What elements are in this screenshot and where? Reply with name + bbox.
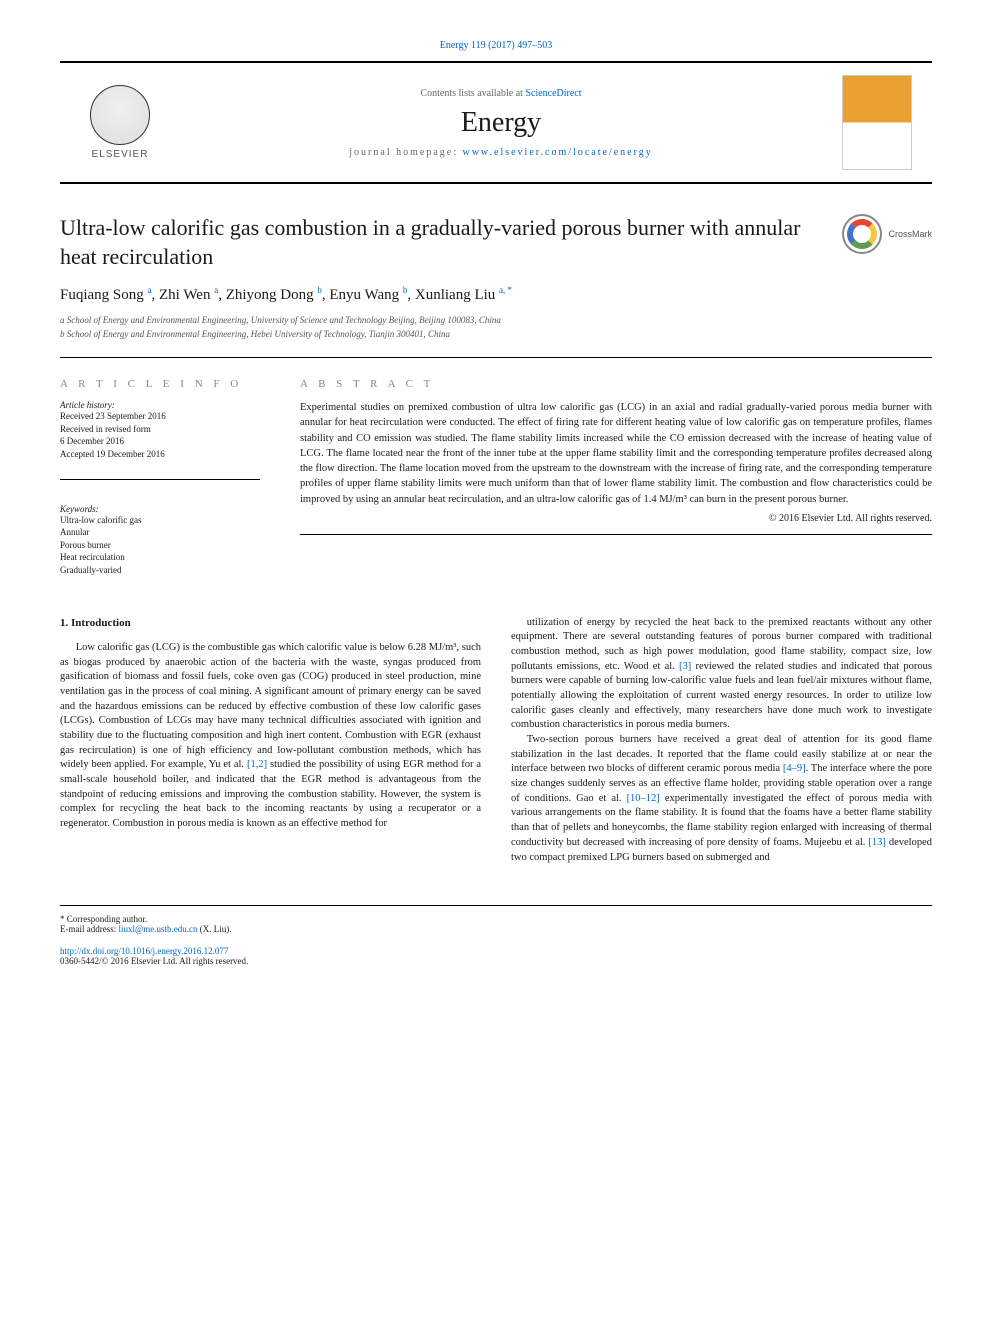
affiliation-a: a School of Energy and Environmental Eng… bbox=[60, 314, 932, 328]
publisher-label: ELSEVIER bbox=[92, 149, 149, 160]
journal-header: ELSEVIER Contents lists available at Sci… bbox=[60, 61, 932, 184]
history-item: 6 December 2016 bbox=[60, 435, 260, 448]
journal-name: Energy bbox=[180, 107, 822, 139]
history-item: Received in revised form bbox=[60, 423, 260, 436]
citation-line: Energy 119 (2017) 497–503 bbox=[60, 40, 932, 51]
elsevier-tree-icon bbox=[90, 85, 150, 145]
authors-line: Fuqiang Song a, Zhi Wen a, Zhiyong Dong … bbox=[60, 285, 932, 304]
history-item: Received 23 September 2016 bbox=[60, 410, 260, 423]
publisher-logo: ELSEVIER bbox=[80, 78, 160, 168]
contents-prefix: Contents lists available at bbox=[420, 88, 525, 99]
article-info-label: A R T I C L E I N F O bbox=[60, 378, 260, 390]
divider bbox=[60, 479, 260, 480]
body-paragraph: Low calorific gas (LCG) is the combustib… bbox=[60, 641, 481, 832]
affiliation-b: b School of Energy and Environmental Eng… bbox=[60, 328, 932, 342]
email-name: (X. Liu). bbox=[198, 924, 232, 934]
history-items: Received 23 September 2016 Received in r… bbox=[60, 410, 260, 460]
email-label: E-mail address: bbox=[60, 924, 118, 934]
issn-copyright: 0360-5442/© 2016 Elsevier Ltd. All right… bbox=[60, 956, 932, 966]
body-paragraph: utilization of energy by recycled the he… bbox=[511, 616, 932, 734]
divider bbox=[300, 534, 932, 535]
body-col-left: 1. Introduction Low calorific gas (LCG) … bbox=[60, 616, 481, 866]
article-title: Ultra-low calorific gas combustion in a … bbox=[60, 214, 822, 271]
contents-available-line: Contents lists available at ScienceDirec… bbox=[180, 88, 822, 99]
keywords-head: Keywords: bbox=[60, 504, 260, 514]
body-paragraph: Two-section porous burners have received… bbox=[511, 733, 932, 865]
keywords-items: Ultra-low calorific gas Annular Porous b… bbox=[60, 514, 260, 577]
corresponding-email-link[interactable]: liuxl@me.ustb.edu.cn bbox=[118, 924, 197, 934]
divider bbox=[60, 357, 932, 358]
keyword: Gradually-varied bbox=[60, 564, 260, 577]
header-center: Contents lists available at ScienceDirec… bbox=[180, 88, 822, 158]
abstract-label: A B S T R A C T bbox=[300, 378, 932, 390]
history-item: Accepted 19 December 2016 bbox=[60, 448, 260, 461]
journal-cover-thumb bbox=[842, 75, 912, 170]
footer: * Corresponding author. E-mail address: … bbox=[60, 905, 932, 966]
homepage-line: journal homepage: www.elsevier.com/locat… bbox=[180, 147, 822, 158]
crossmark-label: CrossMark bbox=[888, 229, 932, 239]
body-col-right: utilization of energy by recycled the he… bbox=[511, 616, 932, 866]
sciencedirect-link[interactable]: ScienceDirect bbox=[525, 88, 581, 99]
corresponding-author-label: * Corresponding author. bbox=[60, 914, 932, 924]
keyword: Ultra-low calorific gas bbox=[60, 514, 260, 527]
affiliations: a School of Energy and Environmental Eng… bbox=[60, 314, 932, 341]
history-head: Article history: bbox=[60, 400, 260, 410]
abstract-copyright: © 2016 Elsevier Ltd. All rights reserved… bbox=[300, 513, 932, 524]
keyword: Porous burner bbox=[60, 539, 260, 552]
homepage-link[interactable]: www.elsevier.com/locate/energy bbox=[462, 147, 652, 158]
homepage-prefix: journal homepage: bbox=[349, 147, 462, 158]
crossmark-icon[interactable] bbox=[842, 214, 882, 254]
doi-link[interactable]: http://dx.doi.org/10.1016/j.energy.2016.… bbox=[60, 946, 228, 956]
keyword: Heat recirculation bbox=[60, 551, 260, 564]
keyword: Annular bbox=[60, 526, 260, 539]
abstract-text: Experimental studies on premixed combust… bbox=[300, 400, 932, 507]
section-head-introduction: 1. Introduction bbox=[60, 616, 481, 631]
